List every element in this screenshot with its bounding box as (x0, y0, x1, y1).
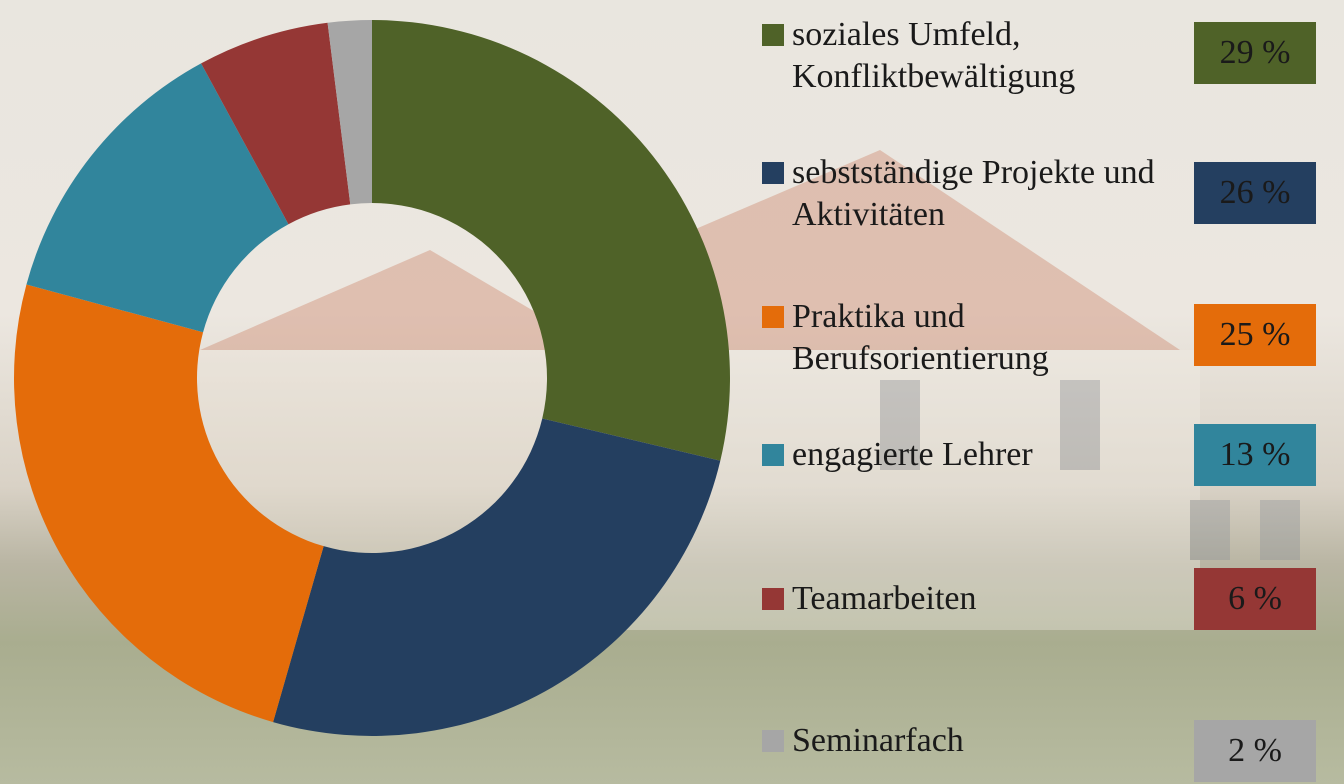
donut-slice (273, 418, 721, 736)
legend-item: soziales Umfeld, Konfliktbewältigung (762, 14, 1182, 98)
legend-item: Teamarbeiten (762, 578, 1182, 620)
value-label: 29 % (1194, 22, 1316, 84)
donut-slice (13, 284, 324, 723)
donut-slice (26, 63, 289, 333)
legend-label: sebstständige Projekte und Aktivitäten (792, 154, 1155, 233)
value-label: 2 % (1194, 720, 1316, 782)
legend-swatch (762, 730, 784, 752)
legend-label: soziales Umfeld, Konfliktbewältigung (792, 16, 1076, 95)
legend-item: Seminarfach (762, 720, 1182, 762)
legend-label: Teamarbeiten (792, 580, 977, 617)
legend-item: Praktika und Berufsorientierung (762, 296, 1182, 380)
legend-item: sebstständige Projekte und Aktivitäten (762, 152, 1182, 236)
legend-label: Praktika und Berufsorientierung (792, 298, 1049, 377)
donut-slice (327, 20, 372, 205)
donut-slice (201, 22, 351, 225)
legend-label: engagierte Lehrer (792, 436, 1033, 473)
donut-slice (372, 20, 730, 461)
legend-swatch (762, 306, 784, 328)
value-label: 13 % (1194, 424, 1316, 486)
legend-swatch (762, 162, 784, 184)
legend-swatch (762, 24, 784, 46)
value-label: 6 % (1194, 568, 1316, 630)
legend-swatch (762, 444, 784, 466)
legend-item: engagierte Lehrer (762, 434, 1182, 476)
value-label: 26 % (1194, 162, 1316, 224)
legend-label: Seminarfach (792, 722, 964, 759)
value-label: 25 % (1194, 304, 1316, 366)
legend-swatch (762, 588, 784, 610)
